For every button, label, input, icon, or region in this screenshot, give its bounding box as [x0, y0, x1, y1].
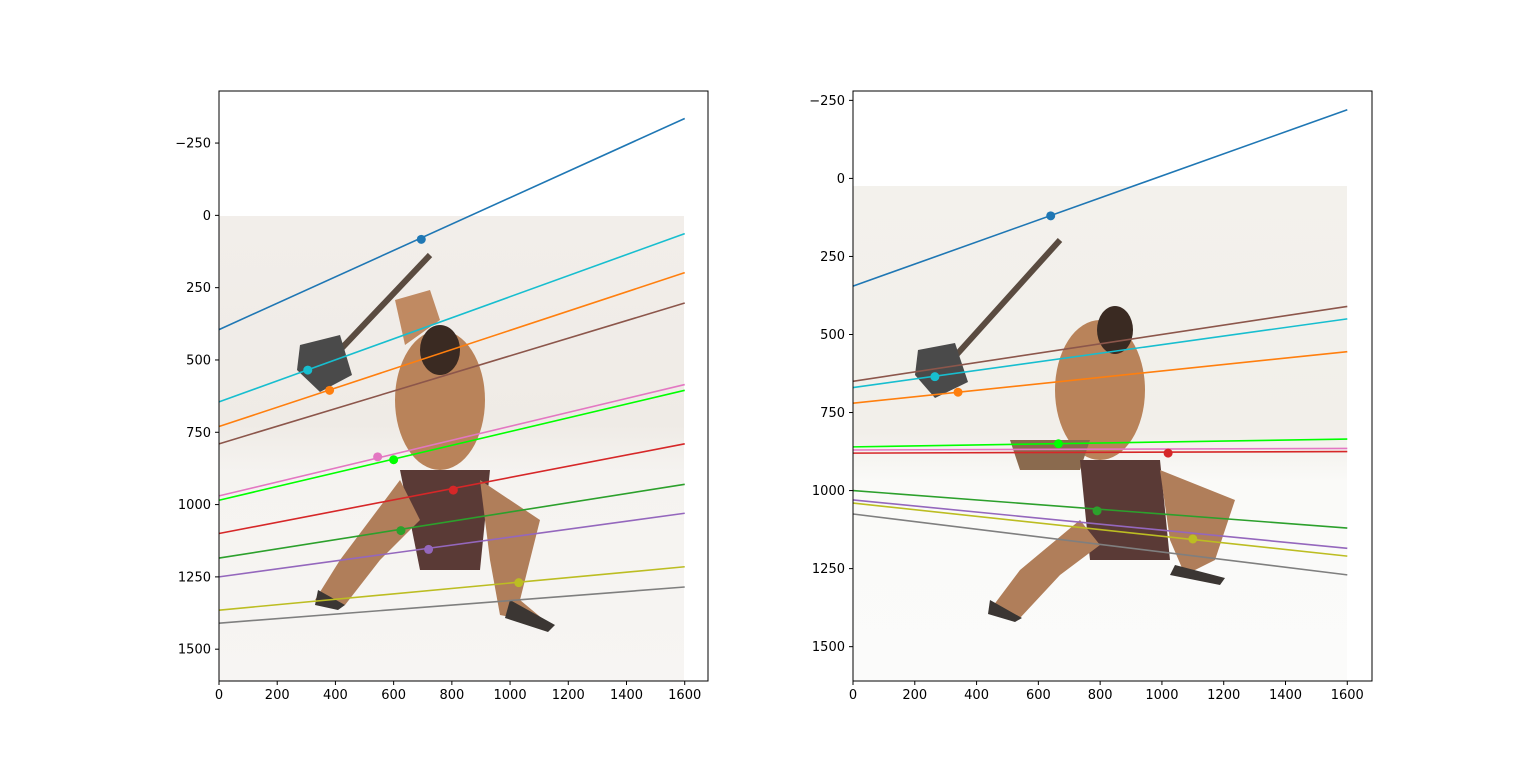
epipolar-line-5: [852, 447, 1348, 451]
x-tick-label: 600: [381, 688, 406, 703]
keypoint-2: [303, 365, 313, 375]
y-tick-label: 500: [820, 328, 845, 343]
left-axes-frame: [218, 90, 709, 682]
epipolar-line-9: [218, 512, 685, 578]
keypoint-6: [389, 455, 399, 465]
keypoint-6: [1053, 439, 1063, 449]
keypoint-7: [1163, 448, 1173, 458]
x-tick-label: 400: [323, 688, 348, 703]
x-tick-label: 1000: [1145, 688, 1178, 703]
x-tick-label: 1600: [668, 688, 701, 703]
y-tick-label: 500: [186, 353, 211, 368]
left-x-ticks: 0 200 400 600 800 1000 1200 1400 1600: [215, 681, 701, 703]
keypoint-5: [373, 452, 383, 462]
x-tick-label: 800: [1088, 688, 1113, 703]
left-y-ticks: −250 0 250 500 750 1000 1250 1500: [175, 137, 219, 658]
epipolar-line-11: [852, 513, 1348, 576]
right-photo: [853, 186, 1347, 680]
x-tick-label: 1200: [1207, 688, 1240, 703]
x-tick-label: 1600: [1331, 688, 1364, 703]
y-tick-label: 1500: [812, 640, 845, 655]
right-axes-frame: [852, 90, 1373, 682]
x-tick-label: 1000: [494, 688, 527, 703]
x-tick-label: 1400: [1269, 688, 1302, 703]
right-y-ticks: −250 0 250 500 750 1000 1250 1500: [809, 94, 853, 655]
x-tick-label: 800: [439, 688, 464, 703]
epipolar-line-5: [218, 383, 685, 497]
keypoint-10: [1188, 534, 1198, 544]
epipolar-line-6: [852, 438, 1348, 448]
epipolar-line-4: [218, 302, 685, 445]
y-tick-label: 1000: [178, 498, 211, 513]
epipolar-line-10: [218, 565, 685, 611]
left-subplot: 0 200 400 600 800 1000 1200 1400 1600 −250 0 250 50…: [175, 90, 709, 703]
x-tick-label: 1200: [552, 688, 585, 703]
keypoint-3: [953, 387, 963, 397]
y-tick-label: 1500: [178, 643, 211, 658]
keypoint-8: [396, 526, 406, 536]
epipolar-line-8: [218, 483, 685, 559]
left-photo: [219, 216, 684, 681]
left-keypoints: [303, 234, 524, 588]
epipolar-line-6: [218, 389, 685, 502]
y-tick-label: 750: [186, 426, 211, 441]
y-tick-label: 250: [186, 281, 211, 296]
x-tick-label: 200: [902, 688, 927, 703]
keypoint-3: [325, 385, 335, 395]
y-tick-label: 750: [820, 406, 845, 421]
x-tick-label: 400: [964, 688, 989, 703]
right-subplot: 0 200 400 600 800 1000 1200 1400 1600 −250 0 250 50…: [809, 90, 1373, 703]
x-tick-label: 1400: [610, 688, 643, 703]
right-epipolar-lines: [852, 108, 1348, 576]
right-keypoints: [930, 211, 1198, 544]
y-tick-label: 1250: [178, 570, 211, 585]
keypoint-2: [930, 372, 940, 382]
epipolar-line-7: [852, 450, 1348, 454]
y-tick-label: 0: [203, 209, 211, 224]
epipolar-line-4: [852, 305, 1348, 383]
y-tick-label: 0: [837, 172, 845, 187]
y-tick-label: −250: [175, 137, 211, 152]
keypoint-8: [1092, 506, 1102, 516]
epipolar-line-3: [218, 271, 685, 428]
epipolar-line-9: [852, 499, 1348, 550]
epipolar-line-1: [852, 108, 1348, 287]
right-x-ticks: 0 200 400 600 800 1000 1200 1400 1600: [849, 681, 1364, 703]
epipolar-line-11: [218, 586, 685, 624]
y-tick-label: −250: [809, 94, 845, 109]
keypoint-7: [448, 485, 458, 495]
x-tick-label: 0: [215, 688, 223, 703]
x-tick-label: 200: [265, 688, 290, 703]
keypoint-10: [514, 578, 524, 588]
keypoint-1: [1046, 211, 1056, 221]
epipolar-line-2: [218, 232, 685, 403]
keypoint-9: [424, 544, 434, 554]
epipolar-line-1: [218, 117, 686, 331]
y-tick-label: 1000: [812, 484, 845, 499]
x-tick-label: 600: [1026, 688, 1051, 703]
keypoint-1: [416, 234, 426, 244]
x-tick-label: 0: [849, 688, 857, 703]
y-tick-label: 250: [820, 250, 845, 265]
epipolar-line-3: [852, 350, 1348, 404]
y-tick-label: 1250: [812, 562, 845, 577]
epipolar-line-10: [852, 502, 1348, 557]
